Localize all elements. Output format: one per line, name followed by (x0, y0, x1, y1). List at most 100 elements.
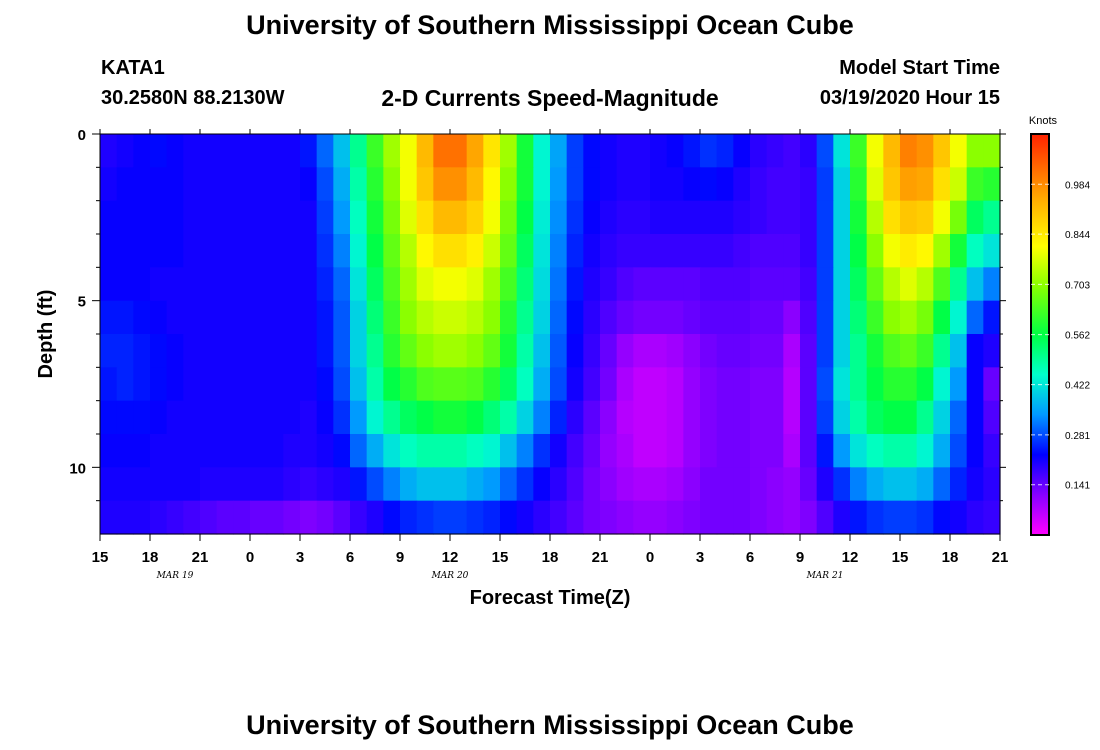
heatmap-cell (250, 300, 268, 335)
heatmap-cell (150, 200, 168, 235)
heatmap-cell (400, 267, 418, 302)
x-tick-label: 15 (492, 549, 509, 566)
heatmap-cell (616, 300, 634, 335)
heatmap-cell (950, 434, 968, 468)
colorbar-ticks: 0.984 0.844 0.703 0.562 0.422 0.281 0.141 (1031, 180, 1090, 492)
heatmap-cell (333, 400, 351, 435)
heatmap-cell (200, 467, 218, 502)
heatmap-cell (200, 267, 218, 302)
heatmap-cell (166, 167, 184, 202)
heatmap-cell (233, 200, 251, 235)
colorbar-tick-label: 0.422 (1065, 381, 1090, 392)
heatmap-cell (816, 134, 834, 168)
heatmap-cell (433, 467, 451, 502)
page-title: University of Southern Mississippi Ocean… (246, 10, 854, 40)
heatmap-cell (866, 434, 884, 468)
heatmap-cell (400, 367, 418, 402)
heatmap-cell (883, 134, 901, 168)
heatmap-cell (716, 467, 734, 502)
heatmap-cell (583, 167, 601, 202)
x-tick-label: 0 (246, 549, 254, 566)
heatmap-cell (633, 467, 651, 502)
heatmap-cell (100, 300, 118, 335)
heatmap-cell (550, 400, 568, 435)
heatmap-cell (400, 167, 418, 202)
heatmap-cell (116, 500, 134, 535)
heatmap-cell (650, 467, 668, 502)
heatmap-cell (850, 267, 868, 302)
heatmap-cell (333, 267, 351, 302)
heatmap-cell (983, 267, 1001, 302)
heatmap-cell (550, 500, 568, 535)
heatmap-cell (150, 267, 168, 302)
heatmap-cell (233, 467, 251, 502)
heatmap-cell (200, 200, 218, 235)
heatmap-cell (866, 334, 884, 368)
heatmap-cell (800, 434, 818, 468)
heatmap-cell (216, 200, 234, 235)
heatmap-cell (733, 500, 751, 535)
heatmap-cell (183, 400, 201, 435)
x-tick-label: 9 (796, 549, 804, 566)
heatmap-cell (900, 300, 918, 335)
heatmap-cell (816, 434, 834, 468)
heatmap-cell (766, 334, 784, 368)
heatmap-cell (116, 267, 134, 302)
x-tick-labels: 15 18 21 0 3 6 9 12 15 18 21 0 3 6 9 12 15 18 21 (92, 549, 1009, 566)
heatmap-cell (133, 434, 151, 468)
heatmap-cell (716, 267, 734, 302)
heatmap-cell (533, 367, 551, 402)
heatmap-cell (900, 334, 918, 368)
heatmap-cell (833, 167, 851, 202)
heatmap-cell (833, 300, 851, 335)
heatmap-cell (316, 434, 334, 468)
heatmap-cell (233, 267, 251, 302)
heatmap-cell (500, 500, 518, 535)
heatmap-cell (433, 300, 451, 335)
heatmap-cell (250, 400, 268, 435)
heatmap-cell (450, 167, 468, 202)
x-tick-label: 3 (296, 549, 304, 566)
heatmap-cell (300, 200, 318, 235)
heatmap-cell (266, 400, 284, 435)
heatmap-cell (133, 200, 151, 235)
heatmap-cell (516, 134, 534, 168)
y-axis-title: Depth (ft) (35, 290, 57, 379)
heatmap-cell (916, 500, 934, 535)
heatmap-cell (133, 167, 151, 202)
heatmap-cell (350, 434, 368, 468)
heatmap-cell (716, 367, 734, 402)
heatmap-cell (916, 134, 934, 168)
heatmap-cell (416, 400, 434, 435)
heatmap-cell (800, 200, 818, 235)
heatmap-cell (800, 334, 818, 368)
heatmap-cell (850, 500, 868, 535)
heatmap-cell (333, 434, 351, 468)
heatmap-cell (550, 334, 568, 368)
heatmap-cell (816, 367, 834, 402)
heatmap-cell (850, 167, 868, 202)
heatmap-cell (266, 500, 284, 535)
heatmap-cell (333, 367, 351, 402)
heatmap-cell (250, 334, 268, 368)
heatmap-cell (383, 167, 401, 202)
heatmap-cell (583, 134, 601, 168)
heatmap-cell (983, 434, 1001, 468)
heatmap-cell (216, 300, 234, 335)
heatmap-cell (566, 200, 584, 235)
heatmap-cell (766, 200, 784, 235)
heatmap-cell (900, 434, 918, 468)
axis-ticks (92, 129, 1006, 541)
heatmap-cell (316, 300, 334, 335)
heatmap-cell (500, 300, 518, 335)
heatmap-cell (416, 134, 434, 168)
heatmap-cell (666, 400, 684, 435)
heatmap-cell (266, 300, 284, 335)
heatmap-cell (233, 300, 251, 335)
heatmap-cell (300, 267, 318, 302)
heatmap-cell (733, 400, 751, 435)
heatmap-cell (500, 134, 518, 168)
heatmap-cell (183, 134, 201, 168)
heatmap-cell (800, 167, 818, 202)
heatmap-cell (883, 234, 901, 268)
